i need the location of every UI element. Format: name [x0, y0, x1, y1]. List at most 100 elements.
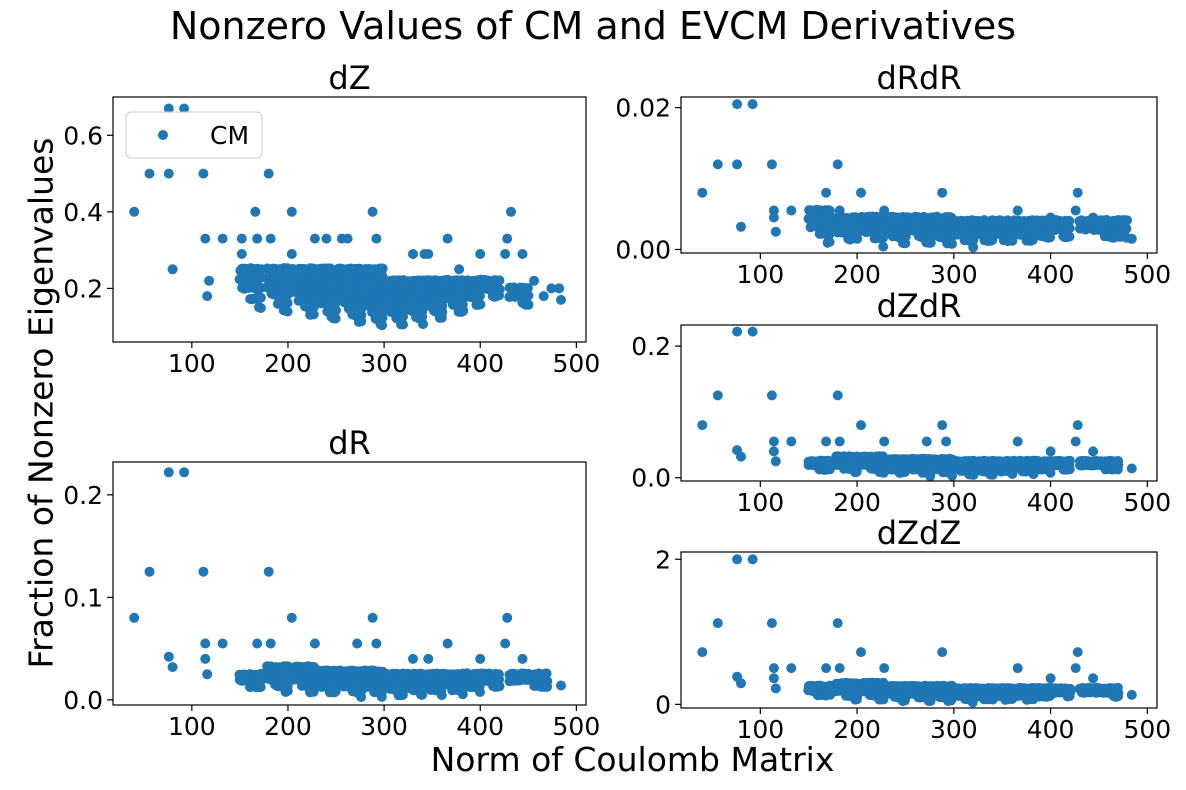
data-point	[1045, 232, 1056, 243]
data-point	[824, 205, 835, 216]
data-point	[1045, 212, 1056, 223]
data-point	[417, 689, 428, 700]
data-point	[179, 103, 190, 114]
data-point	[500, 249, 511, 259]
x-tick-label: 100	[736, 260, 784, 289]
data-point	[308, 686, 319, 697]
data-point	[832, 159, 843, 170]
data-point	[1045, 673, 1056, 684]
data-point	[330, 686, 341, 697]
data-point	[217, 638, 228, 649]
data-point	[523, 299, 534, 310]
data-point	[879, 436, 890, 447]
data-point	[263, 566, 274, 577]
shared-x-axis-label: Norm of Coulomb Matrix	[430, 740, 835, 779]
data-point	[768, 446, 779, 457]
data-point	[1112, 464, 1123, 475]
data-point	[263, 168, 274, 179]
data-point	[712, 390, 723, 401]
data-point	[768, 673, 779, 684]
data-point	[255, 292, 266, 303]
data-point	[418, 319, 428, 330]
data-point	[198, 566, 209, 577]
data-point	[529, 275, 540, 286]
data-point	[282, 306, 293, 317]
data-point	[200, 233, 211, 244]
data-point	[879, 663, 890, 674]
data-point	[768, 212, 779, 223]
data-point	[697, 647, 708, 658]
legend-box	[125, 111, 263, 159]
data-point	[475, 653, 486, 664]
data-point	[129, 206, 140, 217]
data-point	[144, 168, 155, 179]
subplot-title: dZdZ	[877, 514, 961, 552]
data-point	[712, 618, 723, 629]
data-point	[1045, 467, 1056, 478]
data-point	[937, 647, 948, 658]
data-point	[129, 612, 140, 623]
y-tick-label: 0.2	[63, 481, 103, 510]
x-tick-label: 100	[736, 715, 784, 744]
data-point	[1012, 663, 1023, 674]
data-point	[163, 651, 174, 662]
axes-frame	[112, 96, 587, 343]
data-point	[821, 187, 832, 198]
x-tick-label: 400	[456, 349, 504, 378]
data-point	[475, 249, 486, 259]
x-tick-label: 500	[1123, 260, 1171, 289]
data-point	[377, 312, 388, 323]
data-point	[200, 638, 211, 649]
data-point	[309, 638, 320, 649]
y-tick-label: 0.6	[63, 121, 103, 150]
data-point	[377, 320, 388, 331]
data-point	[821, 663, 832, 674]
data-point	[356, 692, 367, 702]
data-point	[832, 390, 843, 401]
data-point	[766, 618, 777, 629]
data-point	[371, 638, 382, 649]
data-point	[1064, 691, 1075, 701]
data-point	[494, 290, 504, 301]
data-point	[1012, 205, 1023, 216]
data-point	[937, 187, 948, 198]
data-point	[523, 290, 534, 301]
y-tick-label: 0.02	[615, 94, 671, 123]
data-point	[937, 420, 948, 431]
x-tick-label: 200	[264, 349, 312, 378]
figure-title: Nonzero Values of CM and EVCM Derivative…	[169, 4, 1017, 48]
data-point	[200, 653, 211, 664]
x-tick-label: 500	[1123, 488, 1171, 517]
data-point	[1113, 691, 1124, 702]
data-points	[697, 326, 1137, 482]
y-tick-label: 0.4	[63, 198, 103, 227]
axes-frame	[680, 324, 1158, 482]
data-point	[167, 264, 178, 275]
data-point	[747, 326, 758, 337]
data-point	[442, 638, 453, 649]
data-point	[352, 638, 363, 649]
x-tick-label: 100	[168, 349, 216, 378]
data-point	[522, 283, 533, 293]
data-point	[856, 420, 866, 431]
data-point	[786, 663, 797, 674]
data-point	[367, 612, 378, 623]
data-point	[309, 233, 320, 244]
data-point	[556, 294, 566, 305]
subplot-dZ: dZ 100 200 300 400 500 0.2 0.4 0.6 CM	[63, 59, 600, 378]
data-point	[356, 316, 367, 327]
y-tick-label: 0	[655, 690, 671, 719]
data-point	[770, 456, 781, 467]
data-point	[179, 467, 190, 478]
data-point	[265, 638, 276, 649]
data-point	[1070, 436, 1081, 447]
data-point	[947, 470, 958, 481]
data-point	[236, 233, 247, 244]
data-point	[286, 206, 297, 217]
y-tick-label: 0.0	[631, 464, 671, 493]
y-tick-label: 0.1	[63, 583, 103, 612]
data-point	[1126, 463, 1137, 474]
data-point	[502, 233, 513, 244]
data-point	[1126, 233, 1137, 244]
data-point	[768, 663, 779, 674]
